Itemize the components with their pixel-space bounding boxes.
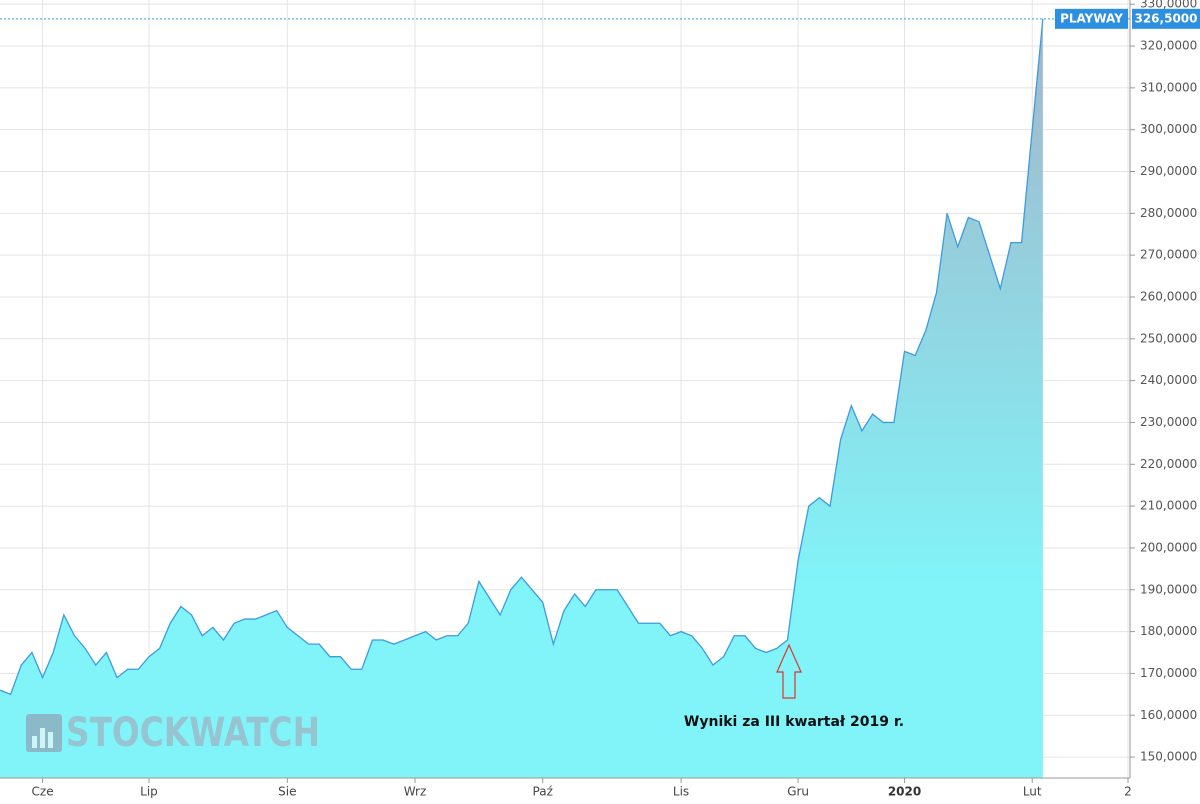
y-tick-label: 180,0000 bbox=[1140, 624, 1197, 638]
x-tick-label: 2 bbox=[1124, 785, 1132, 799]
y-tick-label: 250,0000 bbox=[1140, 331, 1197, 345]
last-price-box bbox=[1132, 8, 1200, 29]
y-tick-label: 260,0000 bbox=[1140, 289, 1197, 303]
x-tick-label: Wrz bbox=[404, 785, 427, 799]
y-tick-label: 220,0000 bbox=[1140, 457, 1197, 471]
x-tick-label: Lip bbox=[140, 785, 158, 799]
watermark-icon-bar bbox=[32, 736, 37, 748]
watermark-icon-bar bbox=[40, 728, 45, 748]
area bbox=[0, 18, 1043, 778]
x-tick-label: Lut bbox=[1023, 785, 1042, 799]
y-tick-label: 230,0000 bbox=[1140, 415, 1197, 429]
x-tick-label: Paź bbox=[533, 785, 553, 799]
y-tick-label: 170,0000 bbox=[1140, 666, 1197, 680]
line bbox=[0, 18, 1044, 696]
x-tick-label: Lis bbox=[673, 785, 689, 799]
y-tick-label: 320,0000 bbox=[1140, 39, 1197, 53]
annotation: Wyniki za III kwartał 2019 r. bbox=[684, 714, 904, 730]
last-price-label: 326,5000 bbox=[1134, 11, 1197, 25]
series-name: PLAYWAY bbox=[1060, 11, 1123, 25]
watermark-text: STOCKWATCH bbox=[66, 710, 320, 756]
y-tick-label: 310,0000 bbox=[1140, 80, 1197, 94]
y-tick-label: 280,0000 bbox=[1140, 206, 1197, 220]
x-tick-label: Cze bbox=[32, 785, 54, 799]
x-tick-label: 2020 bbox=[888, 785, 921, 799]
y-tick-label: 240,0000 bbox=[1140, 373, 1197, 387]
x-tick-label: Sie bbox=[278, 785, 296, 799]
y-tick-label: 300,0000 bbox=[1140, 122, 1197, 136]
y-tick-label: 190,0000 bbox=[1140, 582, 1197, 596]
watermark: STOCKWATCH bbox=[26, 710, 320, 756]
y-tick-label: 150,0000 bbox=[1140, 750, 1197, 764]
y-tick-label: 210,0000 bbox=[1140, 499, 1197, 513]
y-tick-label: 200,0000 bbox=[1140, 540, 1197, 554]
series-name-box bbox=[1055, 8, 1128, 29]
x-tick-label: Gru bbox=[787, 785, 809, 799]
y-tick-label: 270,0000 bbox=[1140, 248, 1197, 262]
watermark-icon-bar bbox=[48, 732, 53, 748]
y-tick-label: 290,0000 bbox=[1140, 164, 1197, 178]
y-tick-label: 330,0000 bbox=[1140, 0, 1197, 11]
annotation-arrow bbox=[776, 643, 802, 699]
y-tick-label: 160,0000 bbox=[1140, 708, 1197, 722]
